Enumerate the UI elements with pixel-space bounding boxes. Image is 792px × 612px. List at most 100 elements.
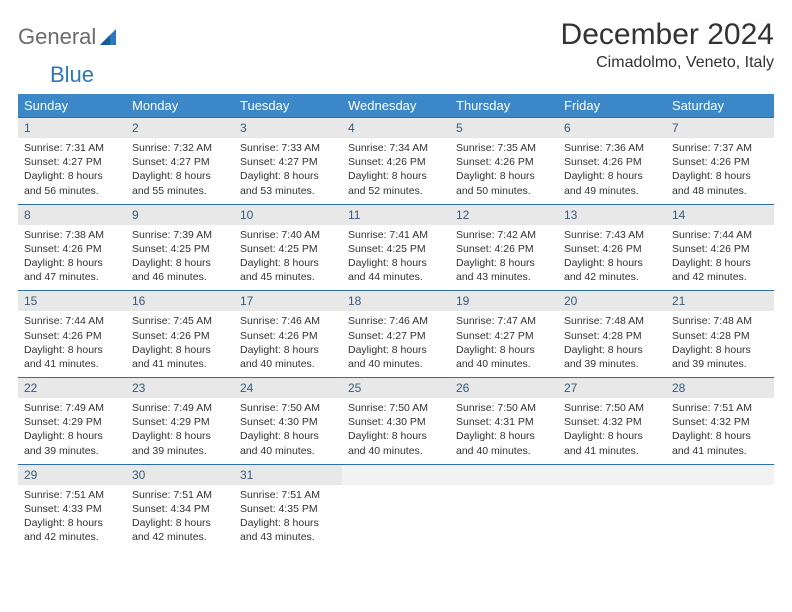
sunrise-line: Sunrise: 7:46 AM	[348, 314, 444, 328]
sunset-line: Sunset: 4:35 PM	[240, 502, 336, 516]
sunset-line: Sunset: 4:25 PM	[348, 242, 444, 256]
weekday-header: Sunday	[18, 94, 126, 118]
day-info-cell: Sunrise: 7:50 AMSunset: 4:31 PMDaylight:…	[450, 398, 558, 464]
day-number-row: 22232425262728	[18, 378, 774, 399]
day-info-cell: Sunrise: 7:51 AMSunset: 4:33 PMDaylight:…	[18, 485, 126, 551]
daylight-line: Daylight: 8 hours and 52 minutes.	[348, 169, 444, 197]
day-number-cell: 27	[558, 378, 666, 399]
sunrise-line: Sunrise: 7:41 AM	[348, 228, 444, 242]
daylight-line: Daylight: 8 hours and 40 minutes.	[240, 429, 336, 457]
day-number-cell: 14	[666, 204, 774, 225]
day-info-cell: Sunrise: 7:46 AMSunset: 4:27 PMDaylight:…	[342, 311, 450, 377]
day-number: 8	[24, 208, 31, 222]
sunrise-line: Sunrise: 7:51 AM	[240, 488, 336, 502]
day-info-cell: Sunrise: 7:41 AMSunset: 4:25 PMDaylight:…	[342, 225, 450, 291]
sunset-line: Sunset: 4:27 PM	[456, 329, 552, 343]
daylight-line: Daylight: 8 hours and 39 minutes.	[24, 429, 120, 457]
sunrise-line: Sunrise: 7:51 AM	[132, 488, 228, 502]
day-info-cell: Sunrise: 7:44 AMSunset: 4:26 PMDaylight:…	[18, 311, 126, 377]
daylight-line: Daylight: 8 hours and 50 minutes.	[456, 169, 552, 197]
day-info-row: Sunrise: 7:49 AMSunset: 4:29 PMDaylight:…	[18, 398, 774, 464]
daylight-line: Daylight: 8 hours and 41 minutes.	[672, 429, 768, 457]
sunset-line: Sunset: 4:26 PM	[24, 329, 120, 343]
day-info-cell: Sunrise: 7:39 AMSunset: 4:25 PMDaylight:…	[126, 225, 234, 291]
day-number-cell: 21	[666, 291, 774, 312]
sunset-line: Sunset: 4:29 PM	[24, 415, 120, 429]
day-info-cell	[342, 485, 450, 551]
daylight-line: Daylight: 8 hours and 47 minutes.	[24, 256, 120, 284]
sunset-line: Sunset: 4:26 PM	[24, 242, 120, 256]
day-number: 25	[348, 381, 361, 395]
sunset-line: Sunset: 4:26 PM	[456, 242, 552, 256]
sunrise-line: Sunrise: 7:46 AM	[240, 314, 336, 328]
day-number-row: 15161718192021	[18, 291, 774, 312]
day-info-cell: Sunrise: 7:34 AMSunset: 4:26 PMDaylight:…	[342, 138, 450, 204]
day-number: 24	[240, 381, 253, 395]
sunset-line: Sunset: 4:27 PM	[240, 155, 336, 169]
logo-sail-icon	[98, 27, 122, 47]
daylight-line: Daylight: 8 hours and 43 minutes.	[456, 256, 552, 284]
day-number: 21	[672, 294, 685, 308]
sunset-line: Sunset: 4:26 PM	[348, 155, 444, 169]
sunrise-line: Sunrise: 7:50 AM	[456, 401, 552, 415]
daylight-line: Daylight: 8 hours and 41 minutes.	[132, 343, 228, 371]
day-number: 9	[132, 208, 139, 222]
day-info-cell: Sunrise: 7:48 AMSunset: 4:28 PMDaylight:…	[558, 311, 666, 377]
day-number: 10	[240, 208, 253, 222]
day-info-cell: Sunrise: 7:33 AMSunset: 4:27 PMDaylight:…	[234, 138, 342, 204]
day-number: 5	[456, 121, 463, 135]
sunset-line: Sunset: 4:26 PM	[564, 155, 660, 169]
sunrise-line: Sunrise: 7:50 AM	[564, 401, 660, 415]
sunset-line: Sunset: 4:25 PM	[132, 242, 228, 256]
day-number: 12	[456, 208, 469, 222]
sunrise-line: Sunrise: 7:34 AM	[348, 141, 444, 155]
sunset-line: Sunset: 4:31 PM	[456, 415, 552, 429]
sunset-line: Sunset: 4:27 PM	[348, 329, 444, 343]
daylight-line: Daylight: 8 hours and 40 minutes.	[240, 343, 336, 371]
day-number: 29	[24, 468, 37, 482]
sunrise-line: Sunrise: 7:33 AM	[240, 141, 336, 155]
sunrise-line: Sunrise: 7:45 AM	[132, 314, 228, 328]
day-info-cell: Sunrise: 7:51 AMSunset: 4:35 PMDaylight:…	[234, 485, 342, 551]
sunrise-line: Sunrise: 7:47 AM	[456, 314, 552, 328]
sunrise-line: Sunrise: 7:39 AM	[132, 228, 228, 242]
day-number-cell	[342, 464, 450, 485]
day-number-cell: 9	[126, 204, 234, 225]
day-number-cell: 24	[234, 378, 342, 399]
daylight-line: Daylight: 8 hours and 40 minutes.	[456, 343, 552, 371]
day-info-cell: Sunrise: 7:46 AMSunset: 4:26 PMDaylight:…	[234, 311, 342, 377]
day-number: 7	[672, 121, 679, 135]
sunset-line: Sunset: 4:27 PM	[24, 155, 120, 169]
calendar-table: Sunday Monday Tuesday Wednesday Thursday…	[18, 94, 774, 550]
sunrise-line: Sunrise: 7:35 AM	[456, 141, 552, 155]
day-info-cell: Sunrise: 7:36 AMSunset: 4:26 PMDaylight:…	[558, 138, 666, 204]
logo: General	[18, 18, 124, 50]
daylight-line: Daylight: 8 hours and 41 minutes.	[24, 343, 120, 371]
day-number: 22	[24, 381, 37, 395]
day-number-cell: 22	[18, 378, 126, 399]
sunset-line: Sunset: 4:27 PM	[132, 155, 228, 169]
daylight-line: Daylight: 8 hours and 40 minutes.	[348, 429, 444, 457]
day-number: 4	[348, 121, 355, 135]
month-title: December 2024	[561, 18, 774, 52]
day-number-cell: 1	[18, 118, 126, 139]
day-number-cell	[558, 464, 666, 485]
day-info-cell: Sunrise: 7:40 AMSunset: 4:25 PMDaylight:…	[234, 225, 342, 291]
sunrise-line: Sunrise: 7:51 AM	[672, 401, 768, 415]
sunset-line: Sunset: 4:32 PM	[672, 415, 768, 429]
daylight-line: Daylight: 8 hours and 39 minutes.	[564, 343, 660, 371]
day-info-cell: Sunrise: 7:42 AMSunset: 4:26 PMDaylight:…	[450, 225, 558, 291]
daylight-line: Daylight: 8 hours and 42 minutes.	[132, 516, 228, 544]
day-info-cell: Sunrise: 7:51 AMSunset: 4:32 PMDaylight:…	[666, 398, 774, 464]
day-info-cell: Sunrise: 7:37 AMSunset: 4:26 PMDaylight:…	[666, 138, 774, 204]
day-info-cell: Sunrise: 7:49 AMSunset: 4:29 PMDaylight:…	[18, 398, 126, 464]
day-number: 14	[672, 208, 685, 222]
day-number-cell: 10	[234, 204, 342, 225]
day-number-cell: 29	[18, 464, 126, 485]
daylight-line: Daylight: 8 hours and 40 minutes.	[456, 429, 552, 457]
day-number: 11	[348, 208, 360, 222]
day-info-cell: Sunrise: 7:32 AMSunset: 4:27 PMDaylight:…	[126, 138, 234, 204]
sunset-line: Sunset: 4:26 PM	[456, 155, 552, 169]
sunrise-line: Sunrise: 7:37 AM	[672, 141, 768, 155]
logo-text-general: General	[18, 24, 96, 50]
